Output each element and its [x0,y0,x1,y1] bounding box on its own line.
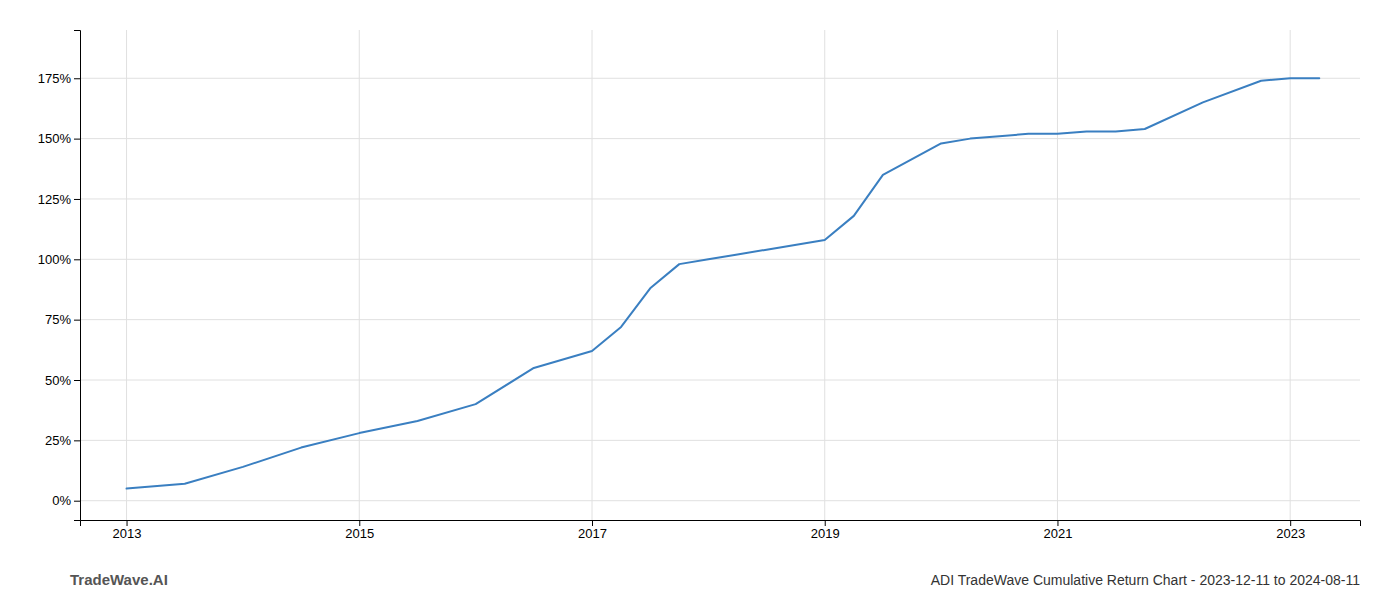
x-tick-mark [1057,520,1058,526]
grid-line-x [1290,30,1291,520]
y-tick: 125% [38,192,80,207]
y-tick: 100% [38,252,80,267]
x-tick-label: 2023 [1276,526,1305,541]
grid-line-y [80,259,1360,260]
y-tick-mark [74,501,80,502]
x-tick-mark [825,520,826,526]
grid [80,30,1360,520]
y-tick: 75% [45,312,80,327]
y-tick: 0% [52,493,80,508]
y-tick: 50% [45,373,80,388]
y-tick-label: 0% [52,493,71,508]
x-tick-mark [127,520,128,526]
grid-line-y [80,500,1360,501]
line [127,78,1320,488]
x-tick-label: 2019 [811,526,840,541]
x-tick: 2017 [578,520,607,541]
chart: 2013 2015 2017 2019 2021 2023 0% 25% 50% 75% 100% 1… [0,0,1400,600]
grid-line-y [80,78,1360,79]
y-tick-mark [74,259,80,260]
x-tick-mark [592,520,593,526]
x-tick-label: 2015 [345,526,374,541]
grid-line-x [359,30,360,520]
x-tick: 2023 [1276,520,1305,541]
x-tick: 2015 [345,520,374,541]
grid-line-y [80,198,1360,199]
y-tick-label: 75% [45,312,71,327]
x-axis: 2013 2015 2017 2019 2021 2023 [81,520,1361,541]
y-tick-label: 175% [38,71,72,86]
annotation: TradeWave.AI [70,571,168,588]
y-tick: 150% [38,131,80,146]
y-tick-label: 50% [45,373,71,388]
title: ADI TradeWave Cumulative Return Chart - … [931,572,1361,588]
y-tick: 175% [38,71,80,86]
x-tick: 2021 [1043,520,1072,541]
y-tick-mark [74,440,80,441]
axis-line [81,521,1361,527]
grid-line-x [126,30,127,520]
y-tick: 25% [45,433,80,448]
y-tick-label: 25% [45,433,71,448]
y-tick-label: 150% [38,131,72,146]
x-tick: 2019 [811,520,840,541]
grid-line-y [80,319,1360,320]
y-tick-mark [74,320,80,321]
texts: TradeWave.AI ADI TradeWave Cumulative Ret… [70,571,1360,588]
grid-line-x [592,30,593,520]
grid-line-y [80,138,1360,139]
grid-line-y [80,380,1360,381]
y-tick-mark [74,199,80,200]
grid-line-y [80,440,1360,441]
x-tick-label: 2013 [113,526,142,541]
y-tick-mark [74,78,80,79]
y-tick-label: 100% [38,252,72,267]
x-tick-label: 2017 [578,526,607,541]
plot-area [127,78,1320,488]
y-tick-mark [74,139,80,140]
grid-line-x [824,30,825,520]
grid-line-x [1057,30,1058,520]
y-tick-label: 125% [38,192,72,207]
axis-line [74,31,81,521]
y-axis: 0% 25% 50% 75% 100% 125% 150% 175% [38,31,81,521]
y-tick-mark [74,380,80,381]
x-tick: 2013 [113,520,142,541]
x-tick-mark [1290,520,1291,526]
x-tick-mark [359,520,360,526]
x-tick-label: 2021 [1043,526,1072,541]
